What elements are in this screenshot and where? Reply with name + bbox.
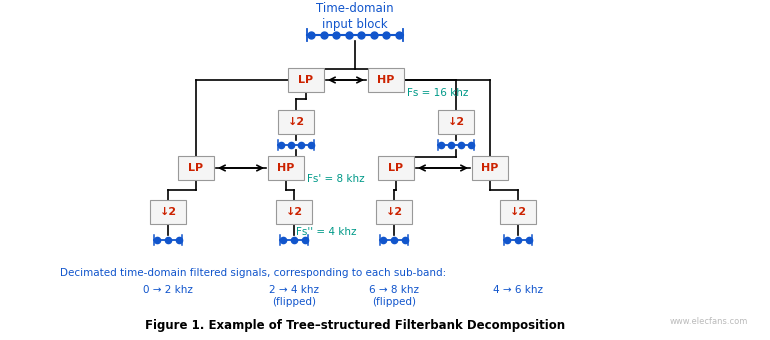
Text: 4 → 6 khz: 4 → 6 khz	[493, 285, 543, 295]
Text: Time-domain
input block: Time-domain input block	[316, 2, 393, 31]
FancyBboxPatch shape	[288, 68, 324, 92]
FancyBboxPatch shape	[276, 200, 312, 224]
Text: www.elecfans.com: www.elecfans.com	[670, 317, 748, 326]
FancyBboxPatch shape	[278, 110, 314, 134]
FancyBboxPatch shape	[376, 200, 412, 224]
Text: Fs = 16 khz: Fs = 16 khz	[407, 88, 468, 98]
Text: HP: HP	[377, 75, 395, 85]
Text: 0 → 2 khz: 0 → 2 khz	[143, 285, 193, 295]
FancyBboxPatch shape	[378, 156, 414, 180]
Text: Fs' = 8 khz: Fs' = 8 khz	[307, 174, 365, 184]
Text: LP: LP	[189, 163, 203, 173]
FancyBboxPatch shape	[438, 110, 474, 134]
Text: LP: LP	[388, 163, 403, 173]
FancyBboxPatch shape	[150, 200, 186, 224]
Text: Fs'' = 4 khz: Fs'' = 4 khz	[296, 227, 357, 237]
Text: ↓2: ↓2	[286, 207, 303, 217]
Text: LP: LP	[299, 75, 313, 85]
Text: HP: HP	[481, 163, 499, 173]
Text: ↓2: ↓2	[386, 207, 403, 217]
Text: Decimated time-domain filtered signals, corresponding to each sub-band:: Decimated time-domain filtered signals, …	[60, 268, 447, 278]
Text: ↓2: ↓2	[510, 207, 527, 217]
FancyBboxPatch shape	[500, 200, 536, 224]
Text: ↓2: ↓2	[287, 117, 305, 127]
Text: Figure 1. Example of Tree–structured Filterbank Decomposition: Figure 1. Example of Tree–structured Fil…	[145, 319, 565, 332]
Text: HP: HP	[277, 163, 295, 173]
FancyBboxPatch shape	[268, 156, 304, 180]
FancyBboxPatch shape	[368, 68, 404, 92]
Text: 2 → 4 khz
(flipped): 2 → 4 khz (flipped)	[269, 285, 319, 307]
Text: ↓2: ↓2	[447, 117, 464, 127]
FancyBboxPatch shape	[178, 156, 214, 180]
Text: ↓2: ↓2	[159, 207, 176, 217]
Text: 6 → 8 khz
(flipped): 6 → 8 khz (flipped)	[369, 285, 419, 307]
FancyBboxPatch shape	[472, 156, 508, 180]
